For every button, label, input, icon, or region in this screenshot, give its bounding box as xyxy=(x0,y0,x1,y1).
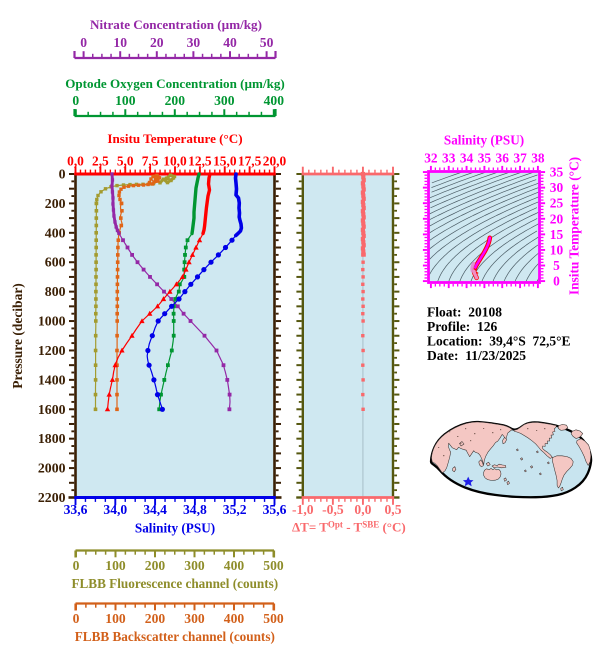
svg-text:800: 800 xyxy=(45,284,66,299)
svg-text:17,5: 17,5 xyxy=(238,154,262,169)
svg-text:10,0: 10,0 xyxy=(163,154,187,169)
svg-text:7,5: 7,5 xyxy=(142,154,159,169)
svg-text:25: 25 xyxy=(550,196,564,211)
svg-text:400: 400 xyxy=(224,611,245,626)
svg-text:2200: 2200 xyxy=(38,490,66,505)
svg-text:33,6: 33,6 xyxy=(64,502,88,517)
svg-text:0,0: 0,0 xyxy=(354,502,371,517)
svg-text:Salinity (PSU): Salinity (PSU) xyxy=(444,133,524,148)
svg-text:Float: 20108: Float: 20108 xyxy=(427,305,502,320)
svg-text:Salinity (PSU): Salinity (PSU) xyxy=(135,521,215,536)
svg-text:300: 300 xyxy=(214,93,235,108)
svg-text:0: 0 xyxy=(59,167,66,182)
svg-text:200: 200 xyxy=(145,558,166,573)
svg-text:0,5: 0,5 xyxy=(385,502,402,517)
svg-text:20: 20 xyxy=(150,35,164,50)
svg-text:0: 0 xyxy=(80,35,87,50)
svg-text:0: 0 xyxy=(73,611,80,626)
svg-text:Insitu Temperature (°C): Insitu Temperature (°C) xyxy=(107,131,242,146)
svg-text:1400: 1400 xyxy=(38,372,66,387)
svg-text:0: 0 xyxy=(73,558,80,573)
svg-text:Insitu Temperature (°C): Insitu Temperature (°C) xyxy=(567,157,582,295)
svg-text:200: 200 xyxy=(45,196,66,211)
svg-text:300: 300 xyxy=(184,611,205,626)
svg-text:400: 400 xyxy=(224,558,245,573)
svg-text:Profile: 126: Profile: 126 xyxy=(427,319,497,334)
svg-text:500: 500 xyxy=(263,611,284,626)
svg-text:15: 15 xyxy=(550,227,564,242)
svg-text:-1,0: -1,0 xyxy=(292,502,314,517)
svg-text:50: 50 xyxy=(260,35,274,50)
svg-text:35: 35 xyxy=(478,151,492,166)
svg-text:Pressure (decibar): Pressure (decibar) xyxy=(10,283,25,389)
svg-text:FLBB Fluorescence channel (cou: FLBB Fluorescence channel (counts) xyxy=(71,576,278,591)
svg-text:20: 20 xyxy=(550,211,564,226)
svg-text:34,4: 34,4 xyxy=(143,502,167,517)
svg-text:100: 100 xyxy=(105,558,126,573)
svg-text:5: 5 xyxy=(553,258,560,273)
svg-text:0: 0 xyxy=(553,274,560,289)
svg-text:200: 200 xyxy=(165,93,186,108)
svg-text:32: 32 xyxy=(424,151,438,166)
svg-text:-0,5: -0,5 xyxy=(322,502,344,517)
svg-text:1200: 1200 xyxy=(38,343,66,358)
svg-text:ΔT= TOpt - TSBE (°C): ΔT= TOpt - TSBE (°C) xyxy=(292,520,406,535)
svg-text:400: 400 xyxy=(264,93,285,108)
svg-text:1000: 1000 xyxy=(38,314,66,329)
svg-text:10: 10 xyxy=(550,242,564,257)
svg-text:0,0: 0,0 xyxy=(67,154,84,169)
svg-text:36: 36 xyxy=(496,151,510,166)
svg-text:100: 100 xyxy=(105,611,126,626)
svg-text:400: 400 xyxy=(45,225,66,240)
svg-text:500: 500 xyxy=(263,558,284,573)
svg-text:1800: 1800 xyxy=(38,431,66,446)
svg-text:33: 33 xyxy=(442,151,456,166)
svg-text:35,2: 35,2 xyxy=(223,502,247,517)
svg-text:Date: 11/23/2025: Date: 11/23/2025 xyxy=(427,348,526,363)
svg-text:34,8: 34,8 xyxy=(183,502,207,517)
svg-text:34,0: 34,0 xyxy=(103,502,127,517)
svg-text:10: 10 xyxy=(113,35,127,50)
svg-text:38: 38 xyxy=(531,151,545,166)
svg-text:1600: 1600 xyxy=(38,402,66,417)
svg-text:2,5: 2,5 xyxy=(92,154,109,169)
svg-text:600: 600 xyxy=(45,255,66,270)
svg-text:30: 30 xyxy=(187,35,201,50)
svg-text:30: 30 xyxy=(550,180,564,195)
svg-text:34: 34 xyxy=(460,151,474,166)
svg-text:20,0: 20,0 xyxy=(263,154,287,169)
svg-text:15,0: 15,0 xyxy=(213,154,237,169)
svg-text:200: 200 xyxy=(145,611,166,626)
svg-text:37: 37 xyxy=(513,151,527,166)
svg-text:Optode Oxygen Concentration (µ: Optode Oxygen Concentration (µm/kg) xyxy=(65,76,285,91)
svg-text:Nitrate Concentration (µm/kg): Nitrate Concentration (µm/kg) xyxy=(90,17,262,32)
svg-text:12,5: 12,5 xyxy=(188,154,212,169)
svg-text:Location: 39,4°S 72,5°E: Location: 39,4°S 72,5°E xyxy=(427,334,571,349)
svg-text:300: 300 xyxy=(184,558,205,573)
svg-text:FLBB Backscatter channel (coun: FLBB Backscatter channel (counts) xyxy=(75,629,275,644)
svg-text:40: 40 xyxy=(223,35,237,50)
svg-text:35,6: 35,6 xyxy=(263,502,287,517)
svg-text:2000: 2000 xyxy=(38,461,66,476)
svg-text:5,0: 5,0 xyxy=(117,154,134,169)
svg-text:0: 0 xyxy=(72,93,79,108)
svg-text:100: 100 xyxy=(115,93,136,108)
svg-text:35: 35 xyxy=(550,165,564,180)
